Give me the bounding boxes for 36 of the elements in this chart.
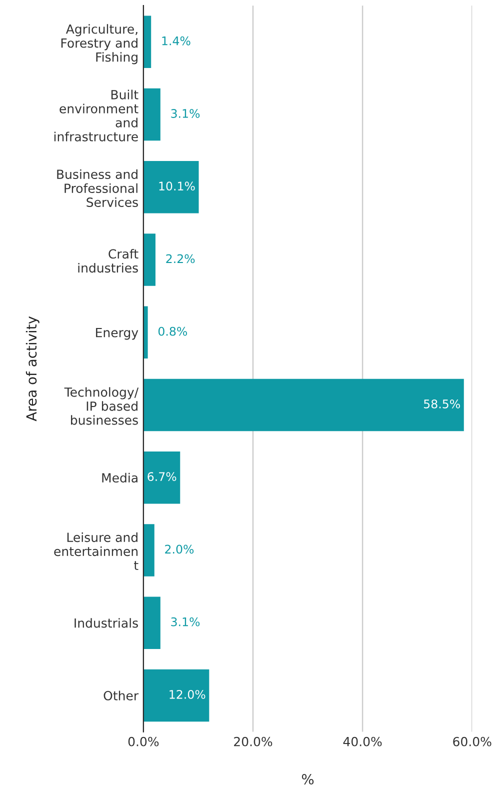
data-label: 12.0%	[170, 690, 206, 699]
y-tick-label: Business and Professional Services	[57, 169, 138, 208]
bar	[143, 234, 156, 286]
data-label: 1.4%	[162, 36, 190, 46]
y-tick-label: Craft industries	[78, 248, 138, 273]
data-label: 2.2%	[166, 254, 195, 264]
y-tick-label: Built environment and infrastructure	[54, 90, 138, 142]
bar	[143, 378, 464, 432]
bar	[143, 306, 148, 359]
data-label: 2.0%	[165, 544, 194, 554]
bar	[143, 160, 199, 214]
bar	[143, 451, 180, 504]
x-tick-label: 20.0%	[234, 736, 272, 746]
data-label: 10.1%	[159, 182, 195, 191]
data-label: 3.1%	[171, 617, 200, 626]
data-label: 0.8%	[158, 326, 188, 336]
data-label: 6.7%	[148, 472, 176, 482]
bar	[143, 88, 160, 141]
bar	[143, 669, 210, 722]
y-tick-label: Media	[102, 472, 138, 483]
y-tick-label: Technology/ IP based businesses	[64, 387, 139, 425]
y-tick-label: Leisure and entertainmen t	[54, 532, 138, 570]
y-tick-label: Energy	[96, 328, 138, 340]
x-tick-label: 40.0%	[343, 736, 382, 746]
y-axis-title: Area of activity	[26, 316, 40, 422]
bar	[143, 596, 160, 649]
y-tick-label: Agriculture, Forestry and Fishing	[61, 24, 138, 64]
x-tick-label: 60.0%	[453, 736, 492, 746]
bar	[143, 524, 154, 576]
x-axis-title: %	[302, 774, 314, 784]
y-tick-label: Industrials	[74, 618, 138, 628]
bar	[143, 16, 152, 68]
data-label: 58.5%	[424, 399, 460, 408]
data-label: 3.1%	[171, 109, 200, 118]
y-tick-label: Other	[104, 690, 139, 700]
x-tick-label: 0.0%	[128, 736, 159, 746]
